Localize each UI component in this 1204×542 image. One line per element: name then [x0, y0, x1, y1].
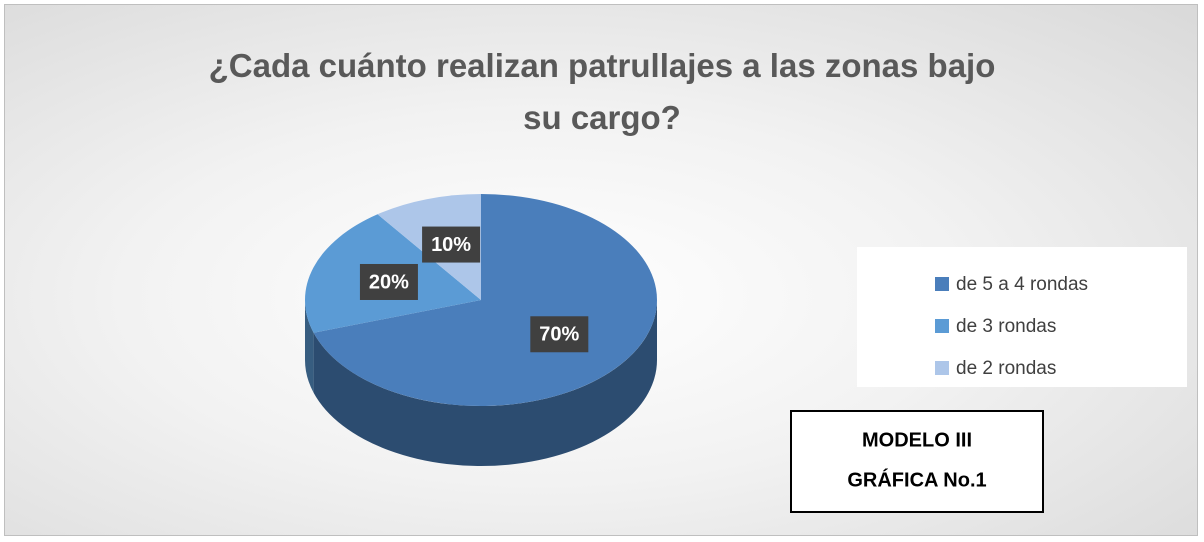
annotation-line: MODELO III	[862, 429, 972, 451]
legend-swatch	[935, 319, 949, 333]
annotation-box	[790, 410, 1044, 513]
pie-slice	[313, 194, 657, 406]
data-label-box	[422, 226, 481, 263]
data-label: 20%	[369, 271, 409, 293]
annotation-line: GRÁFICA No.1	[847, 468, 986, 491]
legend-label: de 3 rondas	[956, 316, 1056, 337]
data-label: 10%	[431, 234, 471, 256]
data-label-box	[359, 263, 418, 300]
chart-title: ¿Cada cuánto realizan patrullajes a las …	[208, 47, 996, 136]
data-label-box	[530, 316, 589, 353]
data-label: 70%	[539, 324, 579, 346]
pie-side	[305, 300, 314, 393]
legend-label: de 5 a 4 rondas	[956, 274, 1088, 295]
legend-label: de 2 rondas	[956, 358, 1056, 379]
pie-side	[313, 300, 657, 467]
legend-swatch	[935, 361, 949, 375]
legend-swatch	[935, 277, 949, 291]
legend-box	[857, 247, 1187, 387]
